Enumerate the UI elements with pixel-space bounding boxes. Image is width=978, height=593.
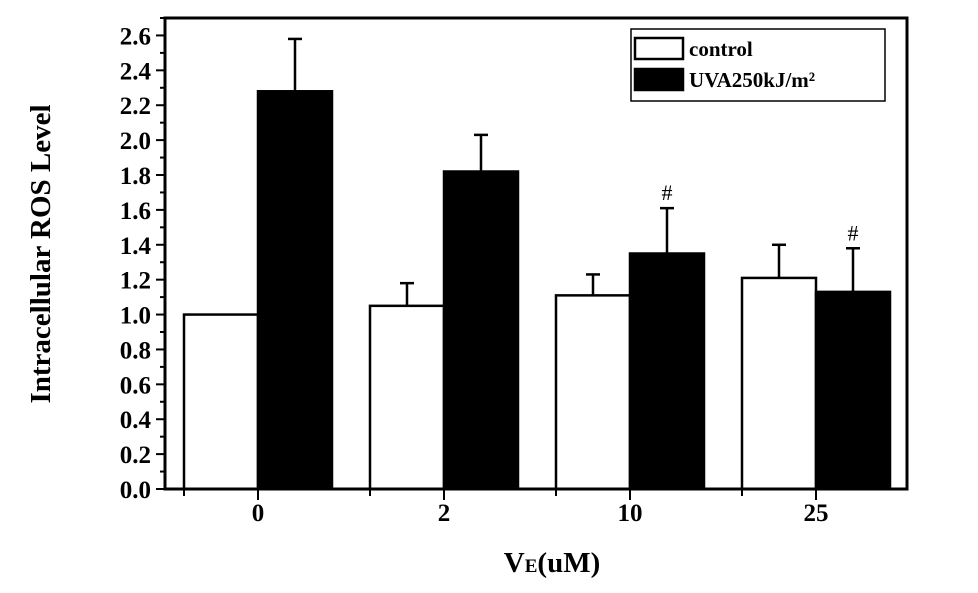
y-tick-label: 1.8: [120, 163, 151, 190]
legend-label-uva: UVA250kJ/m²: [689, 68, 815, 92]
x-tick-label-0: 0: [252, 500, 265, 527]
bars-layer: ##: [182, 37, 892, 491]
significance-mark-10: #: [662, 180, 673, 205]
y-tick-label: 0.6: [120, 372, 151, 399]
y-tick-label: 0.4: [120, 407, 152, 434]
y-tick-label: 2.0: [120, 128, 151, 155]
legend-swatch-control: [633, 36, 685, 61]
significance-mark-25: #: [848, 220, 859, 245]
y-tick-label: 2.2: [120, 93, 151, 120]
legend-label-control: control: [689, 37, 753, 61]
y-tick-label: 1.2: [120, 268, 151, 295]
x-axis-title: VE(uM): [504, 547, 600, 579]
x-axis-title-subscript: E: [525, 556, 538, 577]
bar-control-10: [554, 294, 632, 491]
bar-uva-2: [442, 170, 520, 491]
axis-layer: 0 2 10 25 0.0 0.2 0.4 0.6 0.8 1.0 1.2 1.4 1.6 1.8 2.0 2…: [120, 16, 909, 527]
x-tick-label-25: 25: [804, 500, 829, 527]
y-axis-title: Intracellular ROS Level: [25, 104, 57, 403]
bar-control-2: [368, 304, 446, 491]
x-axis-title-unit: (uM): [537, 547, 600, 579]
x-tick-label-2: 2: [438, 500, 451, 527]
y-tick-label: 1.6: [120, 198, 151, 225]
y-tick-label: 0.0: [120, 477, 151, 504]
legend-swatch-uva: [633, 67, 685, 92]
y-tick-label: 1.4: [120, 233, 152, 260]
y-tick-label: 2.4: [120, 58, 152, 85]
x-axis-title-main: V: [504, 547, 525, 579]
bar-uva-10: [628, 252, 706, 491]
y-tick-label: 0.2: [120, 442, 151, 469]
y-tick-label: 1.0: [120, 303, 151, 330]
y-tick-label: 2.6: [120, 23, 151, 50]
bar-uva-0: [256, 90, 334, 491]
x-tick-label-10: 10: [618, 500, 643, 527]
y-tick-label: 0.8: [120, 337, 151, 364]
bar-control-25: [740, 276, 818, 491]
legend: control UVA250kJ/m²: [630, 28, 886, 102]
plot-frame: [163, 16, 909, 491]
bar-control-0: [182, 313, 260, 491]
bar-uva-25: [814, 290, 892, 491]
